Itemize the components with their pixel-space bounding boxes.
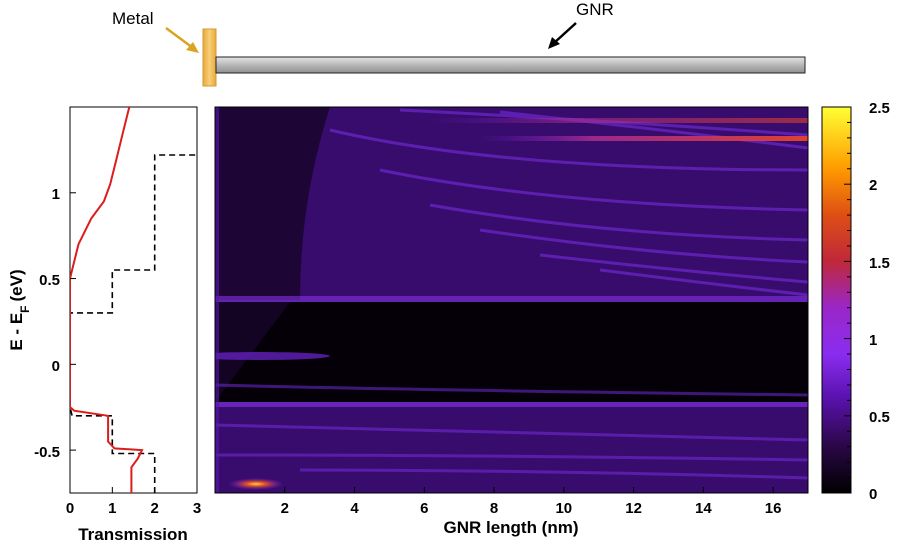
transmission-x-title: Transmission (78, 525, 188, 542)
colorbar-tick-5: 2.5 (869, 100, 890, 117)
heatmap-plot: 2 4 6 8 10 12 14 16 GNR length (nm) (214, 106, 809, 537)
transmission-solid-series (70, 107, 144, 493)
transmission-axes-frame (69, 106, 198, 494)
length-x-tick-4: 10 (555, 500, 572, 517)
transmission-plot: 0 1 2 3 -0.5 0 0.5 1 Transmission E - EF… (7, 106, 201, 542)
metal-arrow-icon (165, 26, 199, 53)
colorbar-gradient (821, 106, 852, 494)
transmission-x-tick-2: 2 (151, 500, 159, 517)
gnr-arrow-icon (548, 22, 577, 49)
colorbar-tick-2: 1 (869, 332, 877, 349)
length-x-tick-1: 4 (350, 500, 359, 517)
transmission-x-tick-3: 3 (193, 500, 201, 517)
colorbar-tick-1: 0.5 (869, 409, 890, 426)
transmission-x-tick-1: 1 (108, 500, 116, 517)
energy-y-tick-0: -0.5 (34, 444, 60, 461)
transmission-ticks (69, 192, 198, 493)
length-x-title: GNR length (nm) (443, 518, 578, 537)
colorbar-tick-3: 1.5 (869, 255, 890, 272)
schematic: Metal GNR (112, 0, 806, 87)
heatmap-ticks (284, 487, 774, 493)
colorbar: 0 0.5 1 1.5 2 2.5 (821, 100, 890, 503)
energy-y-tick-2: 0.5 (39, 272, 60, 289)
heatmap-axes-frame (214, 106, 809, 494)
length-x-tick-5: 12 (625, 500, 642, 517)
colorbar-ticks (844, 106, 851, 494)
metal-contact (202, 28, 217, 87)
transmission-x-tick-0: 0 (66, 500, 74, 517)
length-x-tick-2: 6 (420, 500, 428, 517)
energy-y-title: E - EF(eV) (7, 269, 32, 350)
colorbar-tick-4: 2 (869, 177, 877, 194)
colorbar-tick-0: 0 (869, 486, 877, 503)
gnr-label: GNR (576, 0, 614, 19)
length-x-tick-3: 8 (490, 500, 498, 517)
length-x-tick-0: 2 (281, 500, 289, 517)
length-x-tick-7: 16 (765, 500, 782, 517)
heatmap-image (215, 107, 808, 493)
gnr-ribbon (215, 56, 806, 74)
length-x-tick-6: 14 (695, 500, 712, 517)
transmission-dashed-series (70, 154, 197, 493)
energy-y-tick-3: 1 (52, 186, 60, 203)
energy-y-tick-1: 0 (52, 358, 60, 375)
metal-label: Metal (112, 9, 154, 28)
